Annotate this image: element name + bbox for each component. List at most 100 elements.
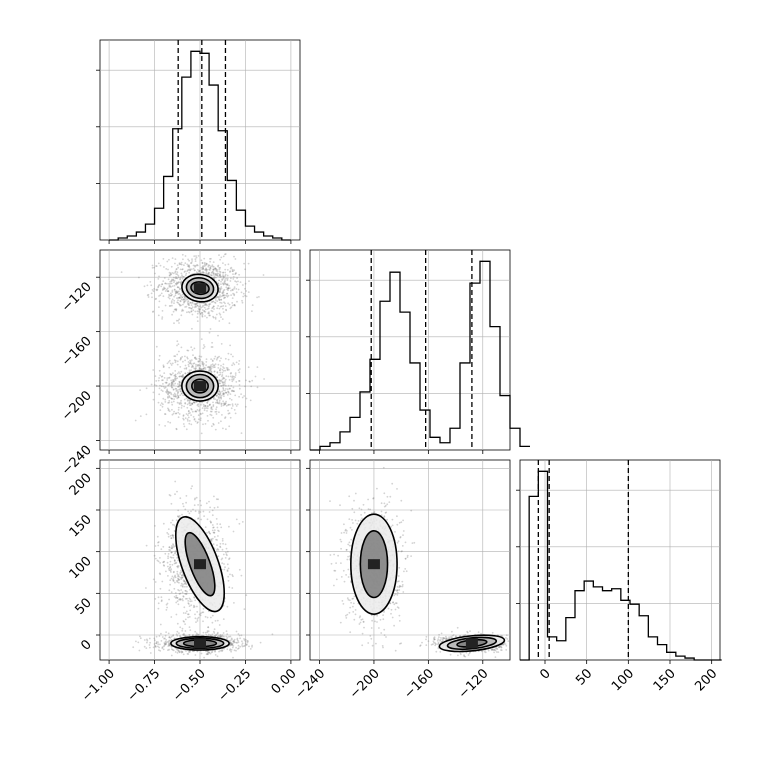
scatter-point — [167, 565, 169, 568]
scatter-point — [354, 609, 357, 611]
scatter-point — [139, 637, 142, 640]
scatter-point — [224, 282, 227, 285]
scatter-point — [188, 311, 191, 314]
scatter-point — [174, 292, 177, 294]
scatter-point — [209, 369, 211, 371]
scatter-point — [190, 304, 193, 306]
scatter-point — [171, 575, 174, 578]
scatter-point — [352, 611, 355, 613]
scatter-point — [182, 360, 184, 363]
scatter-point — [232, 355, 234, 358]
scatter-point — [168, 366, 171, 369]
scatter-point — [177, 343, 180, 345]
scatter-point — [158, 295, 160, 297]
scatter-point — [150, 284, 153, 287]
scatter-point — [213, 506, 216, 509]
scatter-point — [225, 375, 228, 377]
scatter-point — [217, 282, 220, 285]
scatter-point — [202, 347, 205, 350]
scatter-point — [396, 488, 398, 490]
scatter-point — [170, 397, 173, 400]
scatter-point — [180, 346, 183, 349]
scatter-point — [370, 637, 373, 640]
scatter-point — [195, 303, 198, 306]
scatter-point — [177, 276, 180, 279]
scatter-point — [134, 419, 137, 422]
scatter-point — [176, 291, 179, 294]
scatter-point — [171, 291, 174, 293]
scatter-point — [191, 349, 194, 351]
scatter-point — [363, 626, 365, 629]
scatter-point — [172, 556, 175, 559]
scatter-point — [190, 604, 193, 607]
scatter-point — [218, 254, 220, 256]
scatter-point — [220, 526, 223, 529]
scatter-point — [234, 376, 237, 378]
scatter-point — [172, 554, 175, 556]
scatter-point — [188, 365, 190, 368]
scatter-point — [199, 412, 202, 415]
scatter-point — [154, 581, 157, 583]
scatter-point — [190, 268, 193, 271]
scatter-point — [171, 285, 174, 287]
scatter-point — [222, 402, 225, 405]
scatter-point — [223, 301, 225, 304]
scatter-point — [196, 409, 199, 411]
scatter-point — [211, 614, 214, 617]
scatter-point — [190, 262, 192, 265]
scatter-point — [211, 509, 214, 512]
scatter-point — [196, 316, 199, 319]
scatter-point — [219, 290, 222, 293]
scatter-point — [216, 619, 219, 622]
scatter-point — [209, 365, 212, 368]
scatter-point — [194, 303, 197, 306]
scatter-point — [182, 374, 184, 377]
scatter-point — [200, 368, 203, 370]
scatter-point — [177, 266, 180, 269]
scatter-point — [175, 390, 178, 392]
scatter-point — [205, 361, 208, 363]
scatter-point — [222, 311, 225, 313]
scatter-point — [184, 402, 187, 404]
scatter-point — [176, 340, 179, 343]
scatter-point — [235, 291, 238, 294]
scatter-point — [184, 355, 186, 358]
histogram-step — [310, 260, 530, 451]
scatter-point — [170, 537, 173, 540]
scatter-point — [207, 307, 210, 310]
scatter-point — [166, 379, 169, 381]
scatter-point — [175, 412, 177, 415]
scatter-point — [176, 271, 179, 274]
scatter-point — [175, 268, 178, 270]
scatter-point — [218, 397, 220, 400]
scatter-point — [229, 270, 232, 273]
scatter-point — [179, 268, 182, 271]
scatter-point — [189, 307, 191, 309]
scatter-point — [195, 363, 197, 366]
histogram-step — [520, 470, 722, 661]
scatter-point — [180, 314, 183, 317]
scatter-point — [243, 608, 246, 610]
scatter-point — [182, 620, 185, 622]
scatter-point — [196, 264, 199, 267]
scatter-point — [171, 313, 174, 316]
scatter-point — [208, 530, 210, 533]
scatter-point — [167, 421, 170, 423]
scatter-point — [199, 271, 202, 274]
scatter-point — [231, 389, 234, 392]
scatter-point — [214, 302, 217, 304]
scatter-point — [193, 264, 196, 267]
scatter-point — [163, 377, 166, 379]
scatter-point — [333, 584, 335, 587]
scatter-point — [226, 288, 229, 291]
scatter-point — [172, 272, 175, 275]
scatter-point — [218, 299, 221, 302]
scatter-point — [398, 620, 401, 622]
scatter-point — [238, 387, 241, 390]
scatter-point — [229, 397, 231, 400]
scatter-point — [170, 273, 172, 276]
scatter-point — [170, 280, 173, 283]
scatter-point — [182, 502, 184, 505]
scatter-point — [177, 286, 180, 289]
